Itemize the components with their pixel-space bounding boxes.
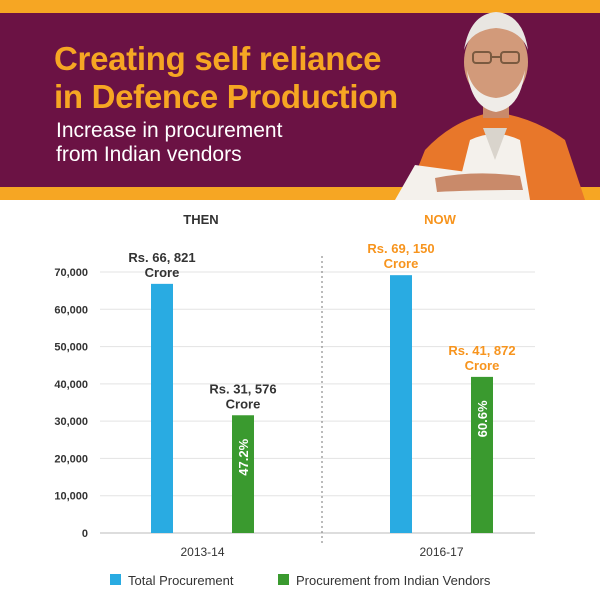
bar-indian-vendors bbox=[232, 415, 254, 533]
period-label-now: NOW bbox=[424, 212, 457, 227]
y-tick-label: 50,000 bbox=[54, 342, 88, 354]
x-category-label: 2013-14 bbox=[180, 545, 224, 559]
legend: Total Procurement Procurement from India… bbox=[110, 573, 491, 588]
y-tick-label: 70,000 bbox=[54, 267, 88, 279]
bars bbox=[151, 275, 493, 533]
value-label: Crore bbox=[226, 396, 261, 411]
procurement-chart: 0 10,000 20,000 30,000 40,000 50,000 60,000 70,… bbox=[54, 212, 535, 588]
value-label: Rs. 31, 576 bbox=[209, 381, 276, 396]
header-banner: Creating self reliance in Defence Produc… bbox=[0, 0, 600, 200]
legend-label-indian: Procurement from Indian Vendors bbox=[296, 573, 491, 588]
title-line-2: in Defence Production bbox=[54, 78, 398, 115]
y-tick-label: 20,000 bbox=[54, 453, 88, 465]
bar-total-procurement bbox=[151, 283, 173, 533]
y-tick-label: 30,000 bbox=[54, 416, 88, 428]
title-line-1: Creating self reliance bbox=[54, 40, 382, 77]
legend-swatch-indian bbox=[278, 574, 289, 585]
bar-indian-vendors bbox=[471, 376, 493, 533]
value-label: Rs. 69, 150 bbox=[367, 241, 434, 256]
value-label: Crore bbox=[384, 256, 419, 271]
percent-label: 60.6% bbox=[475, 400, 490, 437]
percent-label: 47.2% bbox=[236, 438, 251, 475]
period-label-then: THEN bbox=[183, 212, 218, 227]
y-axis-ticks: 0 10,000 20,000 30,000 40,000 50,000 60,000 70,… bbox=[54, 267, 88, 540]
bar-total-procurement bbox=[390, 275, 412, 533]
y-tick-label: 10,000 bbox=[54, 491, 88, 503]
y-tick-label: 40,000 bbox=[54, 379, 88, 391]
person-portrait-icon bbox=[395, 12, 585, 200]
x-axis-categories: 2013-14 2016-17 bbox=[180, 545, 463, 559]
subtitle-line-2: from Indian vendors bbox=[56, 143, 242, 166]
y-tick-label: 60,000 bbox=[54, 304, 88, 316]
legend-swatch-total bbox=[110, 574, 121, 585]
value-label: Crore bbox=[465, 358, 500, 373]
value-label: Crore bbox=[145, 265, 180, 280]
x-category-label: 2016-17 bbox=[419, 545, 463, 559]
y-tick-label: 0 bbox=[82, 528, 88, 540]
subtitle-line-1: Increase in procurement bbox=[56, 119, 283, 142]
value-label: Rs. 41, 872 bbox=[448, 343, 515, 358]
value-label: Rs. 66, 821 bbox=[128, 250, 195, 265]
legend-label-total: Total Procurement bbox=[128, 573, 234, 588]
